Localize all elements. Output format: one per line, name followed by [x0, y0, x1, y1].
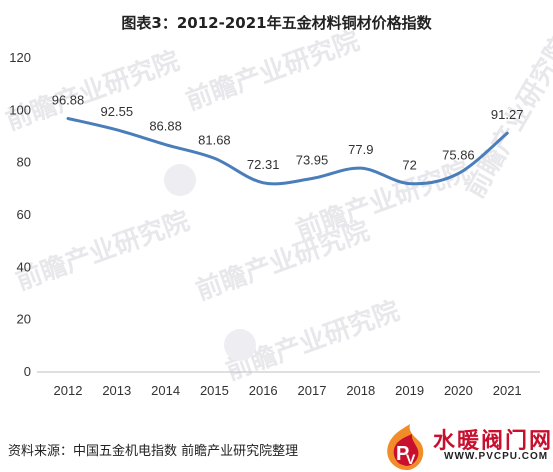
data-label: 91.27: [491, 107, 524, 122]
data-label: 92.55: [101, 104, 134, 119]
watermark-text: 前瞻产业研究院: [182, 25, 364, 116]
svg-text:V: V: [406, 451, 416, 467]
y-tick-label: 60: [17, 207, 31, 222]
pv-flame-logo-icon: P V: [387, 424, 424, 471]
x-tick-label: 2014: [151, 383, 180, 398]
qianzhan-logo-icon: [164, 164, 196, 196]
x-tick-label: 2012: [54, 383, 83, 398]
x-tick-label: 2017: [298, 383, 327, 398]
y-tick-label: 120: [9, 50, 31, 65]
chart-title: 图表3：2012-2021年五金材料铜材价格指数: [121, 14, 432, 32]
x-tick-label: 2019: [395, 383, 424, 398]
y-tick-label: 80: [17, 155, 31, 170]
y-tick-label: 0: [24, 364, 31, 379]
data-label: 72.31: [247, 157, 280, 172]
x-tick-label: 2015: [200, 383, 229, 398]
y-tick-label: 40: [17, 259, 31, 274]
brand-name: 水暖阀门网: [433, 429, 553, 454]
x-tick-label: 2016: [249, 383, 278, 398]
data-label: 77.9: [348, 142, 373, 157]
watermark-text: 前瞻产业研究院: [12, 205, 194, 296]
y-axis: 0 20 40 60 80 100 120: [9, 50, 31, 379]
x-axis: 2012 2013 2014 2015 2016 2017 2018 2019 2020 2021: [37, 371, 540, 398]
watermark-text: 前瞻产业研究院: [292, 155, 474, 246]
series-line: [66, 116, 509, 186]
data-label: 72: [402, 158, 416, 173]
watermark-layer: 前瞻产业研究院前瞻产业研究院前瞻产业研究院前瞻产业研究院前瞻产业研究院前瞻产业研…: [2, 25, 553, 386]
data-label: 86.88: [149, 119, 182, 134]
x-tick-label: 2020: [444, 383, 473, 398]
qianzhan-logo-icon: [224, 329, 256, 361]
y-tick-label: 20: [17, 312, 31, 327]
x-tick-label: 2018: [346, 383, 375, 398]
source-note: 资料来源：中国五金机电指数 前瞻产业研究院整理: [8, 444, 299, 459]
data-label: 81.68: [198, 132, 231, 147]
data-label: 96.88: [52, 92, 85, 107]
data-label: 75.86: [442, 147, 475, 162]
brand-url: WWW.PVCPU.COM: [444, 451, 549, 462]
x-tick-label: 2021: [493, 383, 522, 398]
svg-text:P: P: [396, 443, 409, 465]
data-labels: 96.88 92.55 86.88 81.68 72.31 73.95 77.9 72 75.8…: [52, 92, 524, 172]
series-layer: [66, 116, 509, 186]
y-tick-label: 100: [9, 102, 31, 117]
x-tick-label: 2013: [102, 383, 131, 398]
data-label: 73.95: [296, 152, 329, 167]
